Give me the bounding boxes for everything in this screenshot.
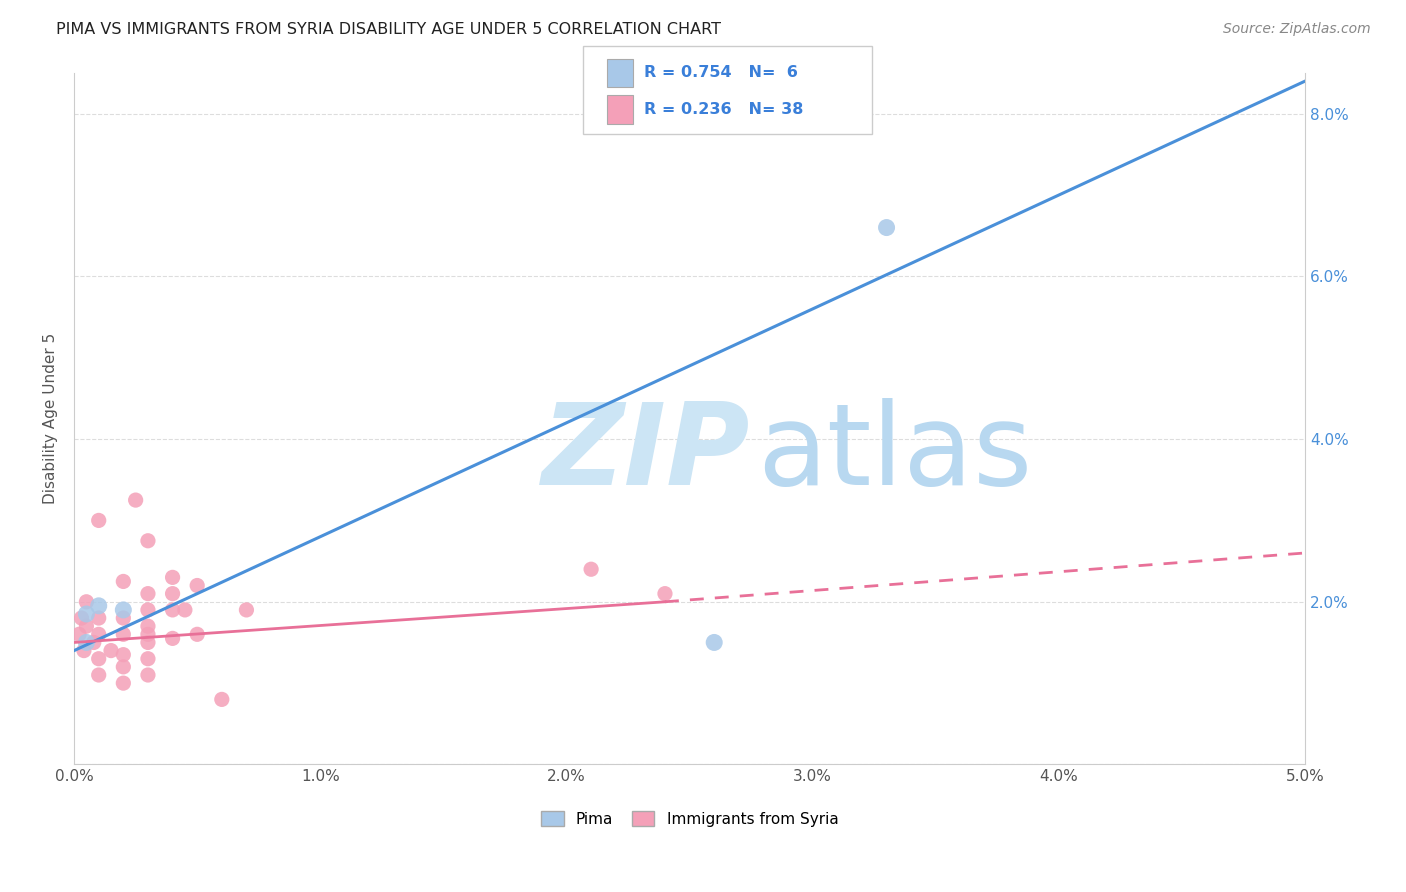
Point xyxy=(136,651,159,665)
Point xyxy=(211,692,233,706)
Point xyxy=(73,643,96,657)
Point xyxy=(75,635,97,649)
Point xyxy=(136,668,159,682)
Point xyxy=(173,603,195,617)
Point xyxy=(136,603,159,617)
Point xyxy=(162,632,184,646)
Point xyxy=(112,676,135,690)
Point xyxy=(75,595,97,609)
Point xyxy=(136,619,159,633)
Point xyxy=(100,643,122,657)
Point xyxy=(87,599,110,613)
Point xyxy=(162,603,184,617)
Point xyxy=(70,611,93,625)
Point xyxy=(112,603,135,617)
Point xyxy=(75,607,97,621)
Point xyxy=(579,562,602,576)
Point xyxy=(87,651,110,665)
Point xyxy=(654,587,676,601)
Point xyxy=(112,660,135,674)
Point xyxy=(136,533,159,548)
Point xyxy=(67,627,90,641)
Text: atlas: atlas xyxy=(758,398,1032,508)
Point xyxy=(876,220,898,235)
Point xyxy=(186,578,208,592)
Point xyxy=(83,635,105,649)
Point xyxy=(186,627,208,641)
Point xyxy=(162,587,184,601)
Point xyxy=(87,627,110,641)
Point xyxy=(703,635,725,649)
Y-axis label: Disability Age Under 5: Disability Age Under 5 xyxy=(44,333,58,504)
Text: R = 0.236   N= 38: R = 0.236 N= 38 xyxy=(644,103,803,117)
Point xyxy=(112,574,135,589)
Point xyxy=(136,627,159,641)
Text: R = 0.754   N=  6: R = 0.754 N= 6 xyxy=(644,65,797,80)
Point xyxy=(235,603,257,617)
Point xyxy=(124,493,146,508)
Point xyxy=(162,570,184,584)
Text: PIMA VS IMMIGRANTS FROM SYRIA DISABILITY AGE UNDER 5 CORRELATION CHART: PIMA VS IMMIGRANTS FROM SYRIA DISABILITY… xyxy=(56,22,721,37)
Point xyxy=(75,619,97,633)
Legend: Pima, Immigrants from Syria: Pima, Immigrants from Syria xyxy=(534,805,845,833)
Text: Source: ZipAtlas.com: Source: ZipAtlas.com xyxy=(1223,22,1371,37)
Point xyxy=(136,635,159,649)
Point xyxy=(87,611,110,625)
Point xyxy=(112,627,135,641)
Text: ZIP: ZIP xyxy=(541,398,751,508)
Point xyxy=(112,648,135,662)
Point xyxy=(112,611,135,625)
Point xyxy=(87,513,110,527)
Point xyxy=(136,587,159,601)
Point xyxy=(87,668,110,682)
